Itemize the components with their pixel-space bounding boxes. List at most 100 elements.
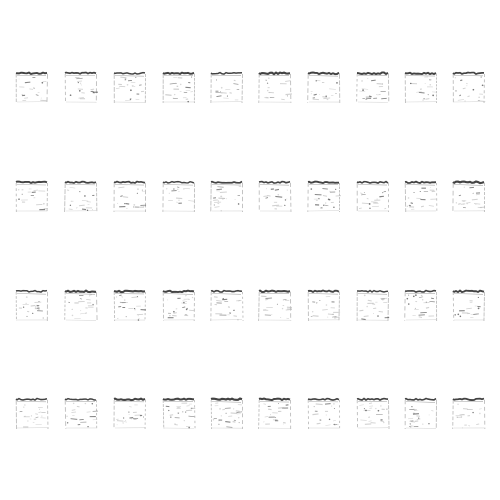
- sketch-dot: [226, 95, 229, 97]
- sketch-dot: [80, 310, 82, 312]
- sketch-dot: [188, 426, 190, 429]
- thumbnail-7: [307, 71, 341, 105]
- sketch-dot: [310, 188, 313, 190]
- sketch-mark: [368, 420, 372, 422]
- sketch-dot: [222, 198, 224, 200]
- sketch-dot: [278, 410, 280, 413]
- sketch-mark: [79, 313, 85, 315]
- sketch-mark: [232, 420, 236, 423]
- sketch-top-edge: [356, 180, 389, 184]
- sketch-dot: [136, 192, 138, 194]
- sketch-dot: [26, 315, 28, 317]
- sketch-dot: [37, 308, 40, 311]
- sketch-icon: [162, 71, 195, 104]
- sketch-mark: [332, 316, 337, 318]
- sketch-mark: [90, 91, 95, 93]
- sketch-dot: [336, 82, 338, 84]
- sketch-dot: [88, 295, 90, 297]
- sketch-dot: [220, 209, 222, 212]
- sketch-mark: [466, 82, 468, 85]
- sketch-dot: [287, 95, 289, 97]
- sketch-dot: [325, 304, 328, 306]
- sketch-top-edge: [113, 397, 146, 402]
- sketch-dot: [382, 192, 384, 194]
- sketch-dot: [219, 408, 221, 410]
- sketch-mark: [66, 189, 70, 191]
- sketch-dot: [174, 423, 176, 425]
- sketch-dot: [42, 317, 44, 319]
- sketch-icon: [210, 397, 243, 430]
- sketch-mark: [366, 197, 369, 200]
- sketch-icon: [452, 71, 486, 104]
- sketch-top-edge: [307, 397, 340, 401]
- sketch-dot: [18, 78, 20, 80]
- sketch-mark: [275, 195, 283, 198]
- sketch-mark: [471, 198, 478, 201]
- sketch-dot: [186, 307, 188, 309]
- sketch-dot: [281, 307, 284, 310]
- sketch-icon: [210, 289, 244, 322]
- sketch-dot: [478, 96, 480, 98]
- sketch-dot: [413, 191, 415, 194]
- sketch-dot: [225, 412, 227, 414]
- sketch-dot: [479, 412, 481, 415]
- sketch-dot: [69, 204, 72, 207]
- sketch-mark: [358, 207, 362, 210]
- sketch-dot: [178, 199, 180, 201]
- sketch-sub-edge: [308, 293, 339, 295]
- sketch-dot: [115, 296, 118, 298]
- sketch-mark: [272, 204, 280, 207]
- sketch-dot: [463, 186, 465, 188]
- sketch-dot: [376, 198, 378, 200]
- sketch-left-edge: [258, 399, 260, 430]
- sketch-mark: [24, 81, 31, 84]
- sketch-dot: [265, 299, 267, 301]
- thumbnail-33: [113, 397, 147, 431]
- sketch-dot: [271, 188, 273, 190]
- sketch-left-edge: [258, 291, 260, 322]
- sketch-dot: [191, 76, 193, 78]
- sketch-mark: [359, 90, 366, 92]
- sketch-sub-edge: [211, 293, 242, 295]
- sketch-mark: [312, 315, 319, 317]
- sketch-dot: [380, 405, 382, 407]
- thumbnail-35: [210, 397, 244, 431]
- thumbnail-4: [162, 71, 196, 105]
- sketch-mark: [329, 190, 331, 192]
- thumbnail-26: [258, 289, 292, 323]
- sketch-dot: [472, 411, 474, 414]
- sketch-dot: [454, 77, 457, 79]
- sketch-sub-edge: [114, 75, 145, 77]
- sketch-dot: [466, 85, 468, 87]
- sketch-mark: [458, 203, 461, 205]
- sketch-dot: [135, 418, 137, 420]
- sketch-dot: [311, 311, 314, 313]
- sketch-top-edge: [15, 289, 48, 293]
- sketch-mark: [322, 194, 328, 197]
- sketch-mark: [416, 418, 421, 420]
- sketch-dot: [313, 406, 315, 408]
- sketch-dot: [457, 313, 460, 316]
- sketch-dot: [266, 82, 269, 84]
- sketch-dot: [406, 297, 409, 300]
- sketch-dot: [116, 424, 118, 426]
- thumbnail-37: [307, 397, 341, 431]
- sketch-dot: [86, 209, 89, 211]
- sketch-mark: [78, 204, 85, 207]
- sketch-mark: [428, 205, 434, 207]
- sketch-dot: [125, 78, 127, 80]
- sketch-sub-edge: [211, 401, 242, 403]
- sketch-top-edge: [64, 180, 97, 184]
- sketch-dot: [268, 91, 270, 94]
- sketch-dot: [319, 299, 321, 301]
- sketch-sub-edge: [65, 293, 96, 295]
- sketch-dot: [185, 308, 188, 311]
- sketch-dot: [454, 314, 456, 316]
- sketch-mark: [120, 195, 123, 197]
- sketch-dot: [92, 303, 94, 306]
- sketch-dot: [277, 193, 280, 196]
- sketch-mark: [381, 97, 387, 100]
- sketch-mark: [466, 202, 471, 204]
- sketch-mark: [134, 309, 137, 311]
- sketch-mark: [466, 307, 472, 310]
